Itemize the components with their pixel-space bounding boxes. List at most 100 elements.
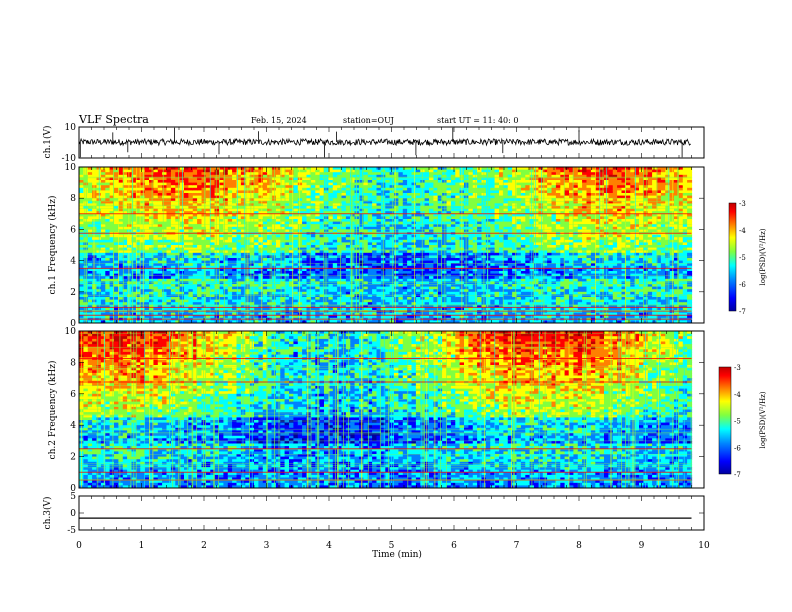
spec-cell [135,198,141,202]
spec-cell [271,291,277,295]
spec-cell [201,177,207,181]
spec-cell [105,177,111,181]
spec-cell [184,315,189,319]
spec-cell [293,265,299,269]
spec-cell [236,213,242,217]
spec-cell [394,265,399,269]
spec-cell [385,221,391,225]
spec-cell [249,307,255,311]
spec-cell [258,289,264,293]
spec-cell [267,276,273,280]
spec-cell [227,177,233,181]
spec-cell [389,180,395,184]
spec-cell [135,177,141,181]
spec-cell [293,291,299,295]
spec-cell [302,294,308,298]
spec-cell [87,299,93,303]
spec-cell [258,237,264,241]
spec-cell [236,320,242,323]
spec-cell [227,245,233,249]
spec-cell [385,265,391,269]
spec-cell [87,276,93,280]
spec-cell [275,294,281,298]
spec-cell [359,200,364,204]
spec-cell [315,200,321,204]
spec-cell [127,281,133,285]
spec-cell [415,174,421,178]
spec-cell [240,172,246,176]
spec-cell [79,242,84,246]
spec-cell [363,284,369,288]
spec-cell [144,268,150,272]
spec-cell [254,299,259,303]
spec-cell [429,320,434,323]
spec-cell [162,167,168,171]
spec-cell [175,180,181,184]
spec-cell [402,172,408,176]
spec-cell [429,276,434,280]
spec-cell [79,190,84,194]
spec-cell [240,258,246,262]
spec-cell [306,304,312,308]
spec-cell [310,302,316,306]
spec-cell [157,294,163,298]
spec-cell [197,172,203,176]
spec-cell [162,206,168,210]
spec-cell [105,226,111,230]
spec-cell [87,265,93,269]
spec-cell [297,258,303,262]
spec-cell [227,304,233,308]
spec-cell [420,221,426,225]
spec-cell [166,224,172,228]
spec-cell [310,304,316,308]
spec-cell [140,284,146,288]
spec-cell [175,245,181,249]
spec-cell [420,252,426,256]
spec-cell [179,216,185,220]
spec-cell [275,193,281,197]
spec-cell [429,271,434,275]
spec-cell [258,219,264,223]
spec-cell [197,252,203,256]
spec-cell [394,312,399,316]
spec-cell [131,289,137,293]
spec-cell [394,245,399,249]
spec-cell [179,180,185,184]
spec-cell [201,252,207,256]
spec-cell [271,174,277,178]
spec-cell [394,229,399,233]
spec-cell [429,185,434,189]
spec-cell [236,299,242,303]
spec-cell [385,278,391,282]
spec-cell [289,245,294,249]
spec-cell [407,226,413,230]
spec-cell [131,182,137,186]
spec-cell [87,193,93,197]
spec-cell [420,213,426,217]
spec-cell [262,185,268,189]
spec-cell [105,297,111,301]
spec-cell [407,302,413,306]
spec-cell [87,315,93,319]
spec-cell [87,234,93,238]
spec-cell [210,278,216,282]
spec-cell [293,169,299,173]
spec-cell [354,174,360,178]
spec-cell [306,294,312,298]
spec-cell [424,169,430,173]
spec-cell [315,216,321,220]
spec-cell [210,276,216,280]
spec-cell [275,187,281,191]
spec-cell [227,219,233,223]
spec-cell [389,239,395,243]
spec-cell [345,281,351,285]
spec-cell [437,273,443,277]
spec-cell [315,193,321,197]
spec-cell [197,195,203,199]
spec-cell [240,208,246,212]
spec-cell [433,234,439,238]
spec-cell [131,237,137,241]
spec-cell [433,265,439,269]
spec-cell [324,286,329,290]
spec-cell [398,193,404,197]
